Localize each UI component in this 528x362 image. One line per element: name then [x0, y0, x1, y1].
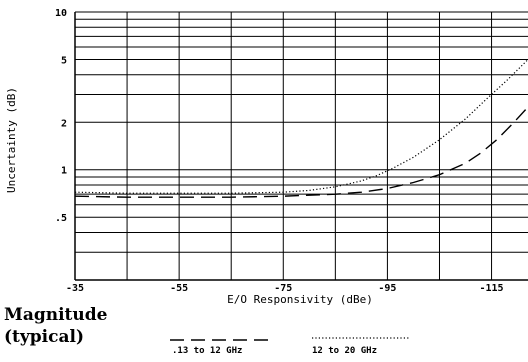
caption-line-1: Magnitude	[4, 305, 108, 325]
x-tick-label: -95	[378, 283, 396, 294]
chart-series	[74, 59, 528, 198]
chart-tick-labels: -35 -55 -75 -95 -115 10 5 2 1 .5	[55, 8, 504, 294]
x-tick-label: -35	[66, 283, 84, 294]
y-tick-label: .5	[55, 213, 67, 224]
legend-label-series-2: 12 to 20 GHz	[312, 346, 378, 356]
x-tick-label: -75	[274, 283, 292, 294]
legend-label-series-1: .13 to 12 GHz	[172, 346, 243, 356]
y-tick-label: 5	[61, 55, 67, 66]
y-tick-label: 2	[61, 118, 67, 129]
chart-grid	[74, 11, 528, 281]
caption-line-2: (typical)	[4, 327, 84, 347]
series-line-2	[74, 59, 528, 194]
x-tick-label: -115	[480, 283, 504, 294]
series-line-1	[74, 106, 528, 198]
x-tick-label: -55	[170, 283, 188, 294]
y-axis-label: Uncertainty (dB)	[5, 87, 18, 193]
x-axis-label: E/O Responsivity (dBe)	[227, 293, 373, 306]
y-tick-label: 1	[61, 166, 67, 177]
legend-swatches	[170, 337, 410, 341]
chart-caption: Magnitude (typical)	[4, 304, 107, 348]
y-tick-label: 10	[55, 8, 67, 19]
